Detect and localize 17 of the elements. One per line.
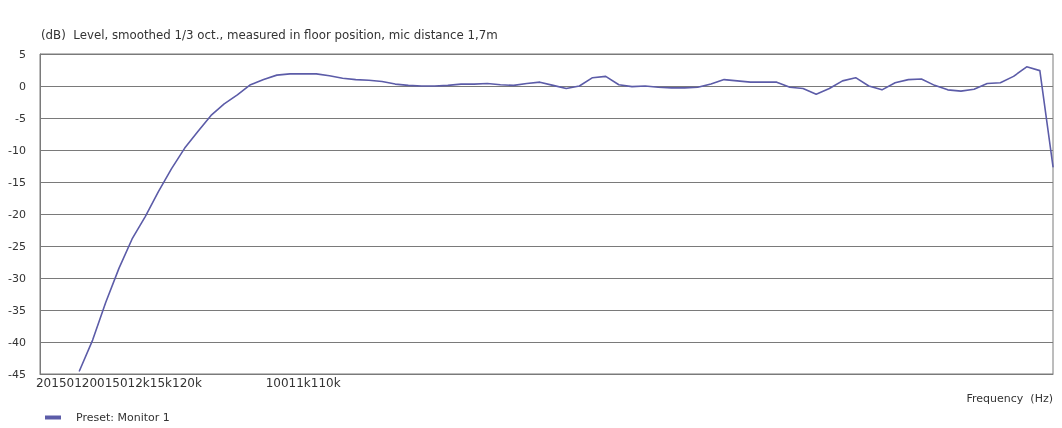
line-series xyxy=(78,66,1054,372)
x-tick-label: 20150120015012k15k120k xyxy=(35,376,202,390)
y-tick-label: -5 xyxy=(15,111,26,125)
x-tick-label: 10011k110k xyxy=(265,376,341,390)
y-tick-label: 5 xyxy=(19,47,26,61)
y-tick-label: -25 xyxy=(8,239,26,253)
y-tick-label: -35 xyxy=(8,303,26,317)
x-axis-title: Frequency (Hz) xyxy=(966,392,1053,405)
y-tick-label: -15 xyxy=(8,175,26,189)
y-tick-label: -30 xyxy=(8,271,26,285)
y-tick-label: -10 xyxy=(8,143,26,157)
y-tick-label: -20 xyxy=(8,207,26,221)
y-tick-label: 0 xyxy=(19,79,26,93)
chart-subtitle: (dB) Level, smoothed 1/3 oct., measured in floor position, mic distance 1,7m xyxy=(41,28,498,42)
legend-label: Preset: Monitor 1 xyxy=(76,411,170,424)
y-tick-label: -40 xyxy=(8,335,26,349)
y-tick-label: -45 xyxy=(8,367,26,381)
